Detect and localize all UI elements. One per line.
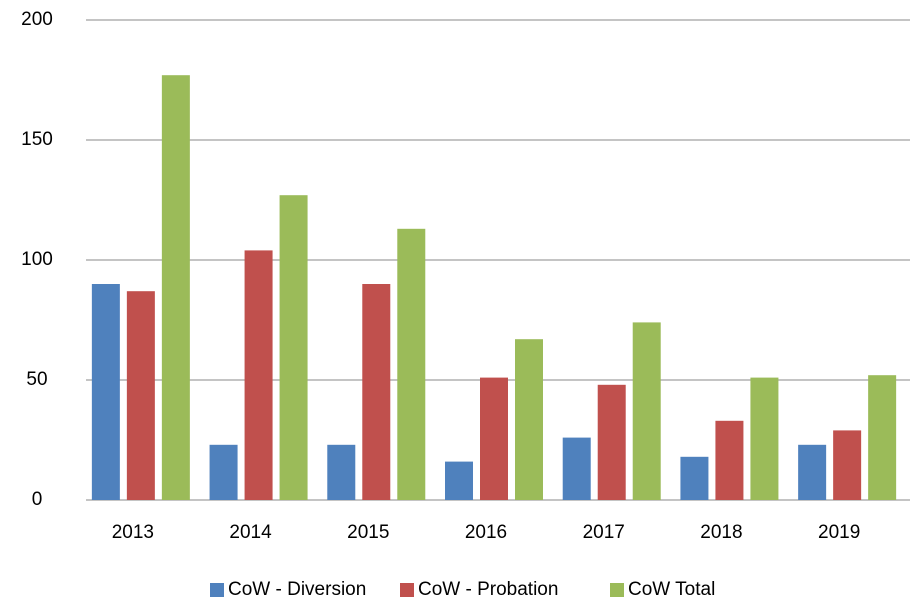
- legend-label: CoW - Probation: [418, 579, 558, 600]
- x-tick-label: 2018: [700, 522, 742, 543]
- bar: [279, 195, 308, 500]
- bar: [126, 291, 155, 500]
- bar: [209, 444, 238, 500]
- bar: [680, 456, 709, 500]
- bar: [868, 375, 897, 500]
- bar: [327, 444, 356, 500]
- bar: [833, 430, 862, 500]
- bar: [480, 377, 508, 500]
- legend-swatch: [400, 583, 414, 597]
- x-tick-label: 2013: [112, 522, 154, 543]
- x-tick-label: 2016: [465, 522, 507, 543]
- bar: [445, 461, 473, 500]
- bar: [397, 228, 426, 501]
- x-tick-label: 2015: [347, 522, 389, 543]
- bar: [515, 339, 543, 500]
- y-tick-label: 50: [26, 369, 47, 390]
- y-tick-label: 150: [21, 129, 53, 150]
- bar: [715, 420, 744, 500]
- bar: [91, 284, 120, 500]
- bar: [362, 284, 391, 500]
- y-tick-label: 0: [32, 489, 43, 510]
- bar: [244, 250, 273, 500]
- legend-swatch: [610, 583, 624, 597]
- x-tick-label: 2019: [818, 522, 860, 543]
- x-tick-label: 2017: [583, 522, 625, 543]
- bar: [798, 444, 827, 500]
- y-tick-label: 100: [21, 249, 53, 270]
- legend-swatch: [210, 583, 224, 597]
- bar: [750, 377, 779, 500]
- bar: [632, 322, 661, 500]
- legend-label: CoW Total: [628, 579, 715, 600]
- bar: [161, 75, 190, 500]
- x-tick-label: 2014: [229, 522, 272, 543]
- bar: [597, 384, 626, 500]
- bar: [562, 437, 591, 500]
- legend-label: CoW - Diversion: [228, 579, 366, 600]
- y-tick-label: 200: [21, 9, 53, 30]
